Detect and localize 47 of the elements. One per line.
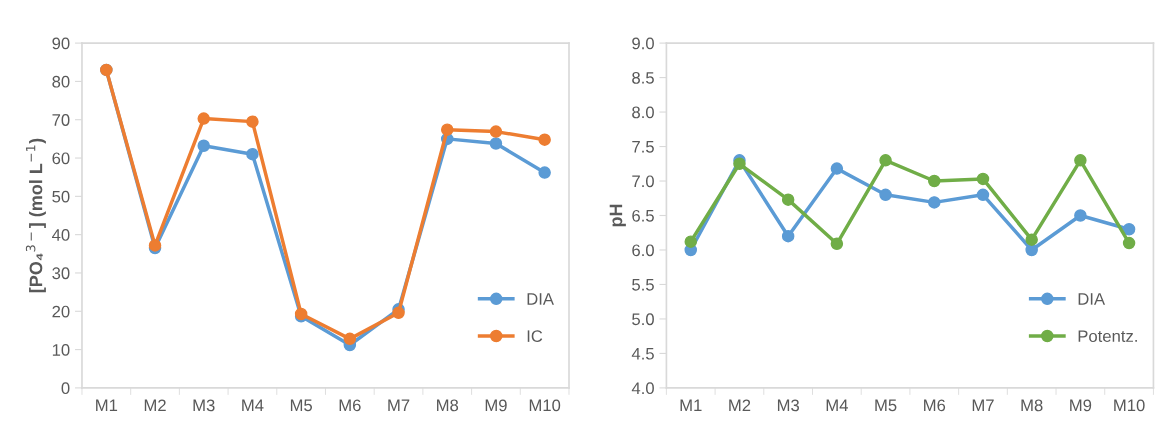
y-tick-label: 8.5 — [632, 71, 654, 84]
y-tick-label: 90 — [52, 37, 70, 50]
y-tick-label: 9.0 — [632, 37, 654, 50]
y-axis-title: pH — [609, 204, 626, 227]
x-tick-label: M2 — [729, 399, 751, 412]
x-tick-label: M3 — [777, 399, 800, 412]
x-tick-label: M9 — [485, 399, 507, 412]
y-tick-label: 5.0 — [632, 313, 654, 326]
y-tick-label: 50 — [52, 190, 70, 203]
y-tick-label: 6.0 — [632, 244, 654, 257]
x-tick-label: M8 — [437, 399, 459, 412]
y-tick-label: 8.0 — [632, 106, 654, 119]
x-tick-label: M8 — [1021, 399, 1043, 412]
y-tick-label: 0 — [61, 382, 70, 395]
x-tick-label: M7 — [388, 399, 410, 412]
y-tick-label: 4.5 — [631, 347, 654, 360]
x-tick-label: M10 — [1114, 399, 1145, 412]
y-axis-title: [PO₄$^{3−}$] (mol L$^{−1}$) — [25, 138, 46, 293]
y-tick-label: 7.5 — [632, 141, 654, 153]
x-tick-label: M5 — [290, 399, 313, 412]
x-tick-label: M5 — [875, 399, 897, 412]
y-tick-label: 20 — [52, 305, 70, 318]
x-tick-label: M1 — [680, 399, 702, 412]
y-tick-label: 70 — [52, 114, 70, 126]
legend-label: DIA — [527, 293, 554, 305]
y-tick-label: 80 — [52, 75, 70, 88]
legend-label: IC — [527, 330, 543, 343]
x-tick-label: M6 — [924, 399, 946, 412]
y-tick-label: 7.0 — [632, 175, 654, 188]
x-tick-label: M10 — [529, 399, 561, 412]
x-tick-label: M1 — [96, 399, 118, 412]
x-tick-label: M9 — [1070, 399, 1092, 412]
x-tick-label: M7 — [972, 399, 994, 412]
y-tick-label: 60 — [52, 152, 70, 165]
legend-label: DIA — [1078, 293, 1106, 305]
x-tick-label: M4 — [242, 399, 264, 412]
y-tick-label: 5.5 — [632, 279, 654, 291]
y-tick-label: 4.0 — [631, 382, 654, 395]
x-tick-label: M2 — [144, 399, 166, 412]
y-tick-label: 10 — [52, 343, 70, 356]
y-tick-label: 30 — [52, 267, 70, 280]
x-tick-label: M3 — [193, 399, 215, 412]
x-tick-label: M4 — [826, 399, 848, 412]
x-tick-label: M6 — [339, 399, 361, 412]
legend-label: Potentz. — [1078, 330, 1137, 343]
y-tick-label: 40 — [52, 229, 70, 241]
y-tick-label: 6.5 — [632, 209, 654, 222]
